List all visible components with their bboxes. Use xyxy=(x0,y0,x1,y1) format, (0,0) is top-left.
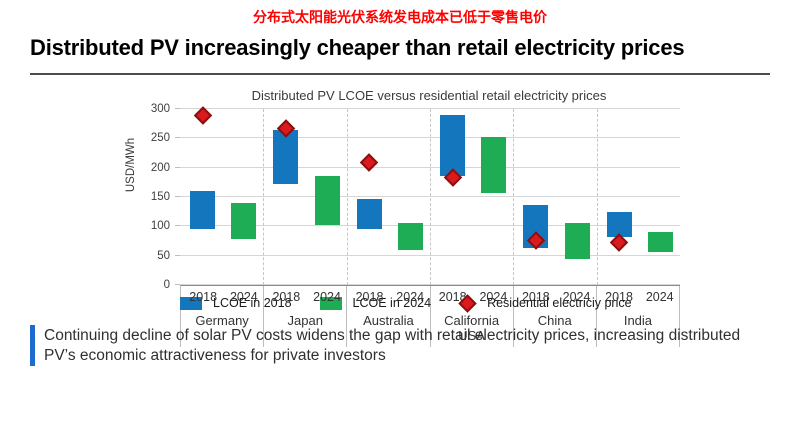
bar-lcoe-in-2024-california-usa xyxy=(481,137,507,193)
y-tick-label: 150 xyxy=(150,191,170,203)
gridline xyxy=(175,108,680,109)
x-axis-group-india: 2018 2024 India xyxy=(597,286,681,347)
group-separator xyxy=(596,109,598,285)
bar-lcoe-in-2024-china xyxy=(564,223,590,260)
y-tick-label: 300 xyxy=(150,103,170,115)
x-axis-group-japan: 2018 2024 Japan xyxy=(264,286,348,347)
bar-lcoe-in-2018-japan xyxy=(273,129,299,185)
year-labels: 2018 2024 xyxy=(181,286,263,310)
bar-lcoe-in-2018-california-usa xyxy=(440,114,465,176)
legend-item-lcoe-2024: LCOE in 2024 xyxy=(319,296,432,310)
chart-body: USD/MWh 0 50 100 150 200 250 300 2018 2024 Germa… xyxy=(122,103,681,347)
year-tick-label: 2018 xyxy=(189,290,218,304)
group-separator xyxy=(430,109,431,285)
bar-lcoe-in-2018-australia xyxy=(356,198,382,230)
country-label-japan: Japan xyxy=(287,313,323,328)
bar-lcoe-in-2024-germany xyxy=(231,202,257,240)
country-label-california-usa: California USA xyxy=(444,313,500,343)
legend-label-price: Residential electriciy price xyxy=(487,296,632,310)
y-tick-label: 250 xyxy=(150,132,170,145)
year-tick-label: 2018 xyxy=(605,290,633,304)
y-axis-title: USD/MWh xyxy=(122,109,140,285)
y-tick-label: 200 xyxy=(150,161,170,174)
plot-area xyxy=(175,106,680,285)
bar-lcoe-in-2024-australia xyxy=(397,223,423,250)
group-separator xyxy=(263,109,265,285)
bar-lcoe-in-2024-japan xyxy=(314,175,340,226)
group-separator xyxy=(513,109,515,285)
legend: LCOE in 2018 LCOE in 2024 Residential el… xyxy=(180,293,680,313)
bar-lcoe-in-2024-india xyxy=(647,231,673,253)
footer-text: Continuing decline of solar PV costs wid… xyxy=(44,327,741,364)
price-marker-australia xyxy=(359,153,379,172)
chart: Distributed PV LCOE versus residential r… xyxy=(122,88,681,347)
bar-lcoe-in-2018-india xyxy=(606,211,632,237)
chinese-title: 分布式太阳能光伏系统发电成本已低于零售电价 xyxy=(253,9,547,25)
year-tick-label: 2018 xyxy=(272,290,301,304)
year-labels: 2018 2024 xyxy=(264,286,346,310)
year-tick-label: 2024 xyxy=(396,290,425,304)
year-tick-label: 2024 xyxy=(479,290,508,304)
legend-label-lcoe-2024: LCOE in 2024 xyxy=(352,296,432,310)
legend-item-price: Residential electriciy price xyxy=(458,293,632,313)
footer-note: Continuing decline of solar PV costs wid… xyxy=(30,325,770,366)
footer-accent-bar xyxy=(30,325,35,366)
plot-column: 2018 2024 Germany 2018 2024 Japan 2018 2024 Aust… xyxy=(175,106,681,347)
y-axis-ticks: 0 50 100 150 200 250 300 xyxy=(140,103,176,291)
legend-swatch-2018 xyxy=(180,296,202,310)
country-label-australia: Australia xyxy=(363,313,414,328)
y-tick-label: 100 xyxy=(150,220,170,233)
year-tick-label: 2018 xyxy=(521,290,550,304)
group-separator xyxy=(346,109,348,285)
legend-item-lcoe-2018: LCOE in 2018 xyxy=(180,296,292,310)
country-label-china: China xyxy=(537,313,572,328)
year-tick-label: 2024 xyxy=(562,290,591,304)
y-tick-label: 50 xyxy=(157,249,170,262)
year-labels: 2018 2024 xyxy=(347,286,429,310)
legend-swatch-2024 xyxy=(319,296,342,310)
chart-title: Distributed PV LCOE versus residential r… xyxy=(251,88,607,103)
x-axis-group-australia: 2018 2024 Australia xyxy=(347,286,431,347)
year-labels: 2018 2024 xyxy=(597,286,679,310)
country-label-india: India xyxy=(623,313,653,328)
year-tick-label: 2018 xyxy=(355,290,384,304)
x-axis-group-germany: 2018 2024 Germany xyxy=(181,286,265,347)
page-title: Distributed PV increasingly cheaper than… xyxy=(30,35,685,60)
year-labels: 2018 2024 xyxy=(514,286,596,310)
year-tick-label: 2024 xyxy=(313,290,341,304)
title-divider xyxy=(30,73,770,75)
x-axis-group-china: 2018 2024 China xyxy=(514,286,597,347)
y-axis-title-text: USD/MWh xyxy=(125,137,137,193)
legend-label-lcoe-2018: LCOE in 2018 xyxy=(213,296,292,310)
country-label-germany: Germany xyxy=(195,313,249,328)
year-tick-label: 2024 xyxy=(645,290,674,304)
year-tick-label: 2024 xyxy=(229,290,258,304)
x-axis: 2018 2024 Germany 2018 2024 Japan 2018 2024 Aust… xyxy=(180,285,681,347)
bar-lcoe-in-2018-germany xyxy=(190,191,215,230)
y-tick-label: 0 xyxy=(163,279,170,291)
